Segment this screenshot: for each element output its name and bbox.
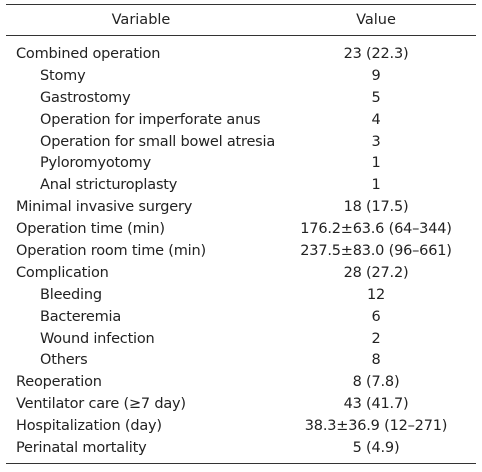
row-variable: Minimal invasive surgery — [16, 199, 193, 216]
row-value: 2 — [371, 330, 381, 347]
row-value: 5 (4.9) — [352, 439, 400, 456]
table-row: Reoperation 8 (7.8) — [6, 371, 476, 393]
table-row: Operation time (min) 176.2±63.6 (64–344) — [6, 218, 476, 240]
row-value: 6 — [371, 308, 381, 325]
table-row: Others 8 — [6, 349, 476, 371]
row-value: 43 (41.7) — [343, 396, 409, 413]
table-row: Anal stricturoplasty 1 — [6, 174, 476, 196]
table-row: Perinatal mortality 5 (4.9) — [6, 437, 476, 464]
row-value: 237.5±83.0 (96–661) — [300, 242, 452, 259]
header-variable: Variable — [111, 12, 171, 28]
row-subvariable: Stomy — [40, 67, 86, 84]
row-variable: Operation room time (min) — [16, 242, 206, 259]
row-value: 176.2±63.6 (64–344) — [300, 221, 452, 238]
row-value: 1 — [371, 155, 381, 172]
table-header: Variable Value — [6, 4, 476, 36]
table-row: Operation room time (min) 237.5±83.0 (96–… — [6, 240, 476, 262]
row-subvariable: Wound infection — [40, 330, 155, 347]
row-subvariable: Anal stricturoplasty — [40, 177, 178, 194]
row-subvariable: Pyloromyotomy — [40, 155, 151, 172]
row-value: 12 — [366, 286, 386, 303]
table-row: Complication 28 (27.2) — [6, 262, 476, 284]
row-variable: Operation time (min) — [16, 221, 165, 238]
row-subvariable: Operation for small bowel atresia — [40, 133, 276, 150]
row-subvariable: Bacteremia — [40, 308, 122, 325]
table-row: Ventilator care (≥7 day) 43 (41.7) — [6, 393, 476, 415]
table-row: Hospitalization (day) 38.3±36.9 (12–271) — [6, 415, 476, 437]
row-value: 8 — [371, 352, 381, 369]
data-table-container: Variable Value Combined operation 23 (22.… — [6, 4, 476, 464]
table-row: Bacteremia 6 — [6, 306, 476, 328]
row-variable: Perinatal mortality — [16, 439, 147, 456]
row-value: 8 (7.8) — [352, 374, 400, 391]
table-row: Minimal invasive surgery 18 (17.5) — [6, 196, 476, 218]
row-value: 28 (27.2) — [343, 264, 409, 281]
row-subvariable: Gastrostomy — [40, 89, 131, 106]
row-variable: Combined operation — [16, 45, 161, 62]
table-body: Combined operation 23 (22.3) Stomy 9 Gastros… — [6, 36, 476, 464]
table-row: Wound infection 2 — [6, 328, 476, 350]
table-row: Operation for small bowel atresia 3 — [6, 131, 476, 153]
data-table: Variable Value Combined operation 23 (22.… — [6, 4, 476, 464]
table-row: Combined operation 23 (22.3) — [6, 36, 476, 65]
row-variable: Ventilator care (≥7 day) — [16, 396, 186, 413]
row-variable: Hospitalization (day) — [16, 418, 162, 435]
row-value: 38.3±36.9 (12–271) — [304, 418, 448, 435]
table-row: Stomy 9 — [6, 65, 476, 87]
row-value: 3 — [371, 133, 381, 150]
row-value: 23 (22.3) — [343, 45, 409, 62]
table-row: Pyloromyotomy 1 — [6, 152, 476, 174]
header-row: Variable Value — [6, 4, 476, 36]
table-row: Operation for imperforate anus 4 — [6, 109, 476, 131]
row-subvariable: Others — [40, 352, 88, 369]
header-value: Value — [356, 12, 396, 28]
row-value: 4 — [371, 111, 381, 128]
row-value: 5 — [371, 89, 381, 106]
table-row: Gastrostomy 5 — [6, 87, 476, 109]
row-value: 9 — [371, 67, 381, 84]
row-variable: Complication — [16, 264, 109, 281]
table-row: Bleeding 12 — [6, 284, 476, 306]
row-value: 18 (17.5) — [343, 199, 409, 216]
row-variable: Reoperation — [16, 374, 102, 391]
row-subvariable: Bleeding — [40, 286, 102, 303]
row-subvariable: Operation for imperforate anus — [40, 111, 261, 128]
row-value: 1 — [371, 177, 381, 194]
